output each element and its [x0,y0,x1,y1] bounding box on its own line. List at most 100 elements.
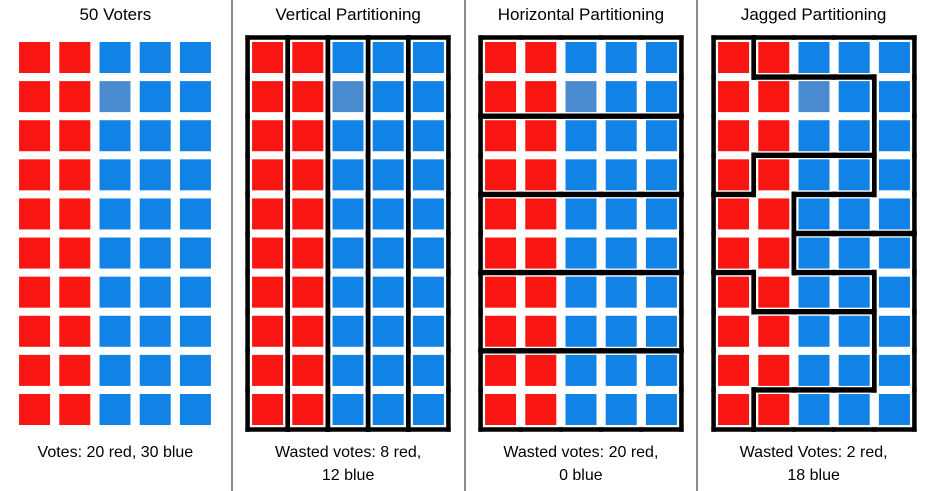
red-voter-square [252,198,284,230]
red-voter-square [717,120,749,152]
red-voter-square [19,315,51,347]
red-voter-square [292,81,324,113]
red-voter-square [757,159,789,191]
red-voter-square [484,81,516,113]
panel-caption: Wasted votes: 8 red, 12 blue [275,441,421,487]
red-voter-square [292,159,324,191]
red-voter-square [757,42,789,74]
blue-voter-square [798,354,830,386]
red-voter-square [484,315,516,347]
light-blue-voter-square [332,81,364,113]
blue-voter-square [372,42,404,74]
red-voter-square [717,237,749,269]
red-voter-square [19,120,51,152]
panel-title: Vertical Partitioning [275,5,421,24]
panel-vertical-partitioning: Vertical Partitioning Wasted votes: 8 re… [230,0,464,491]
voter-grid [478,35,684,432]
blue-voter-square [332,354,364,386]
blue-voter-square [140,315,172,347]
blue-voter-square [565,42,597,74]
blue-voter-square [140,120,172,152]
blue-voter-square [140,237,172,269]
red-voter-square [717,42,749,74]
blue-voter-square [605,237,637,269]
red-voter-square [292,237,324,269]
blue-voter-square [413,393,445,425]
red-voter-square [484,198,516,230]
blue-voter-square [838,81,870,113]
panel-fifty-voters: 50 Voters Votes: 20 red, 30 blue [0,0,231,491]
blue-voter-square [878,393,910,425]
red-voter-square [59,120,91,152]
red-voter-square [252,42,284,74]
blue-voter-square [878,198,910,230]
blue-voter-square [413,198,445,230]
blue-voter-square [180,276,212,308]
red-voter-square [717,198,749,230]
blue-voter-square [99,237,131,269]
blue-voter-square [645,393,677,425]
blue-voter-square [180,393,212,425]
red-voter-square [59,354,91,386]
blue-voter-square [565,354,597,386]
red-voter-square [292,393,324,425]
blue-voter-square [878,276,910,308]
light-blue-voter-square [565,81,597,113]
red-voter-square [484,393,516,425]
red-voter-square [757,354,789,386]
blue-voter-square [838,354,870,386]
blue-voter-square [645,276,677,308]
red-voter-square [252,276,284,308]
blue-voter-square [99,159,131,191]
red-voter-square [525,120,557,152]
red-voter-square [292,198,324,230]
blue-voter-square [372,198,404,230]
red-voter-square [59,393,91,425]
caption-line-1: Votes: 20 red, 30 blue [37,444,194,461]
red-voter-square [59,159,91,191]
red-voter-square [59,81,91,113]
panel-caption: Votes: 20 red, 30 blue [38,441,194,464]
blue-voter-square [99,198,131,230]
blue-voter-square [180,315,212,347]
blue-voter-square [140,393,172,425]
blue-voter-square [372,81,404,113]
red-voter-square [484,42,516,74]
caption-line-2: 0 blue [559,467,603,485]
blue-voter-square [180,81,212,113]
red-voter-square [484,237,516,269]
blue-voter-square [798,120,830,152]
red-voter-square [59,42,91,74]
blue-voter-square [332,120,364,152]
blue-voter-square [140,354,172,386]
red-voter-square [717,276,749,308]
blue-voter-square [645,159,677,191]
blue-voter-square [605,276,637,308]
red-voter-square [525,276,557,308]
blue-voter-square [565,315,597,347]
red-voter-square [252,354,284,386]
red-voter-square [525,315,557,347]
red-voter-square [484,354,516,386]
red-voter-square [525,354,557,386]
panel-horizontal-partitioning: Horizontal Partitioning Wasted votes: 20… [463,0,697,491]
blue-voter-square [798,393,830,425]
blue-voter-square [565,198,597,230]
caption-line-2: 12 blue [321,467,375,485]
caption-line-1: Wasted votes: 20 red, [503,444,659,461]
red-voter-square [19,159,51,191]
blue-voter-square [565,237,597,269]
blue-voter-square [605,354,637,386]
blue-voter-square [180,198,212,230]
red-voter-square [757,81,789,113]
blue-voter-square [878,120,910,152]
blue-voter-square [798,159,830,191]
blue-voter-square [605,315,637,347]
blue-voter-square [372,237,404,269]
red-voter-square [484,159,516,191]
blue-voter-square [413,120,445,152]
blue-voter-square [99,393,131,425]
blue-voter-square [838,315,870,347]
blue-voter-square [413,237,445,269]
